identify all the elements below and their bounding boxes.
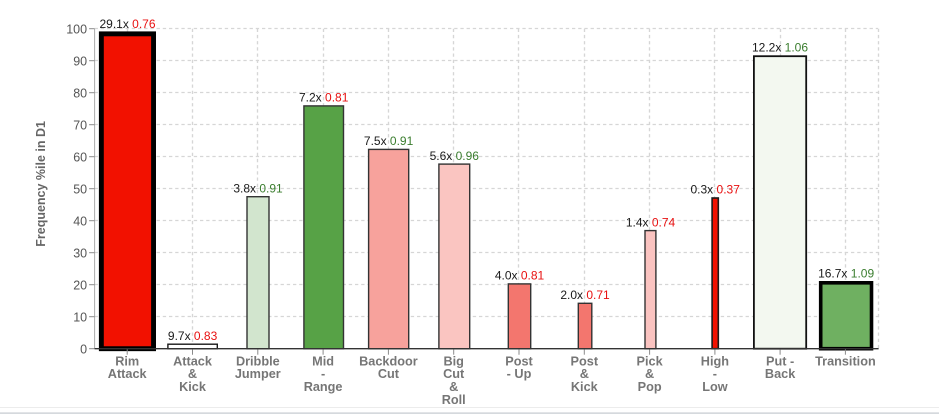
svg-text:Post: Post xyxy=(505,354,533,368)
svg-text:70: 70 xyxy=(73,119,87,133)
svg-text:Low: Low xyxy=(702,380,728,394)
svg-text:29.1x 0.76: 29.1x 0.76 xyxy=(99,17,155,31)
svg-text:Attack: Attack xyxy=(108,367,148,381)
svg-text:Mid: Mid xyxy=(312,354,334,368)
svg-text:Cut: Cut xyxy=(378,367,400,381)
svg-text:&: & xyxy=(645,367,654,381)
svg-text:Attack: Attack xyxy=(173,354,213,368)
svg-text:16.7x 1.09: 16.7x 1.09 xyxy=(818,266,874,280)
svg-text:5.6x 0.96: 5.6x 0.96 xyxy=(430,149,480,163)
svg-text:40: 40 xyxy=(73,215,87,229)
svg-text:20: 20 xyxy=(73,279,87,293)
svg-text:Cut: Cut xyxy=(443,367,465,381)
svg-text:0: 0 xyxy=(80,343,87,357)
svg-text:Kick: Kick xyxy=(571,380,599,394)
svg-text:50: 50 xyxy=(73,183,87,197)
svg-text:-: - xyxy=(713,367,717,381)
svg-text:80: 80 xyxy=(73,87,87,101)
svg-text:9.7x 0.83: 9.7x 0.83 xyxy=(168,329,218,343)
svg-text:&: & xyxy=(188,367,197,381)
svg-text:Back: Back xyxy=(765,367,796,381)
svg-text:90: 90 xyxy=(73,55,87,69)
svg-text:60: 60 xyxy=(73,151,87,165)
svg-text:7.5x 0.91: 7.5x 0.91 xyxy=(364,134,414,148)
svg-text:&: & xyxy=(580,367,589,381)
svg-text:10: 10 xyxy=(73,311,87,325)
svg-text:-: - xyxy=(321,367,325,381)
svg-text:Frequency %ile in D1: Frequency %ile in D1 xyxy=(34,121,48,247)
svg-text:Put -: Put - xyxy=(766,354,794,368)
svg-text:Range: Range xyxy=(304,380,343,394)
svg-text:0.3x 0.37: 0.3x 0.37 xyxy=(691,183,741,197)
svg-text:1.4x 0.74: 1.4x 0.74 xyxy=(626,215,676,229)
svg-text:&: & xyxy=(449,380,458,394)
svg-text:Jumper: Jumper xyxy=(235,367,281,381)
svg-text:Big: Big xyxy=(443,354,463,368)
svg-text:12.2x 1.06: 12.2x 1.06 xyxy=(752,41,808,55)
svg-text:2.0x 0.71: 2.0x 0.71 xyxy=(560,288,610,302)
svg-text:Pop: Pop xyxy=(638,380,662,394)
svg-text:3.8x 0.91: 3.8x 0.91 xyxy=(233,181,283,195)
svg-text:Rim: Rim xyxy=(115,354,139,368)
svg-text:- Up: - Up xyxy=(507,367,532,381)
svg-text:Dribble: Dribble xyxy=(236,354,280,368)
svg-text:100: 100 xyxy=(66,23,87,37)
svg-text:30: 30 xyxy=(73,247,87,261)
svg-text:Roll: Roll xyxy=(442,393,466,407)
svg-text:High: High xyxy=(701,354,729,368)
svg-text:Transition: Transition xyxy=(815,354,876,368)
svg-text:Kick: Kick xyxy=(179,380,207,394)
svg-text:7.2x 0.81: 7.2x 0.81 xyxy=(299,91,349,105)
svg-text:Backdoor: Backdoor xyxy=(359,354,418,368)
svg-text:Pick: Pick xyxy=(637,354,664,368)
svg-text:Post: Post xyxy=(571,354,599,368)
svg-text:4.0x 0.81: 4.0x 0.81 xyxy=(495,269,545,283)
